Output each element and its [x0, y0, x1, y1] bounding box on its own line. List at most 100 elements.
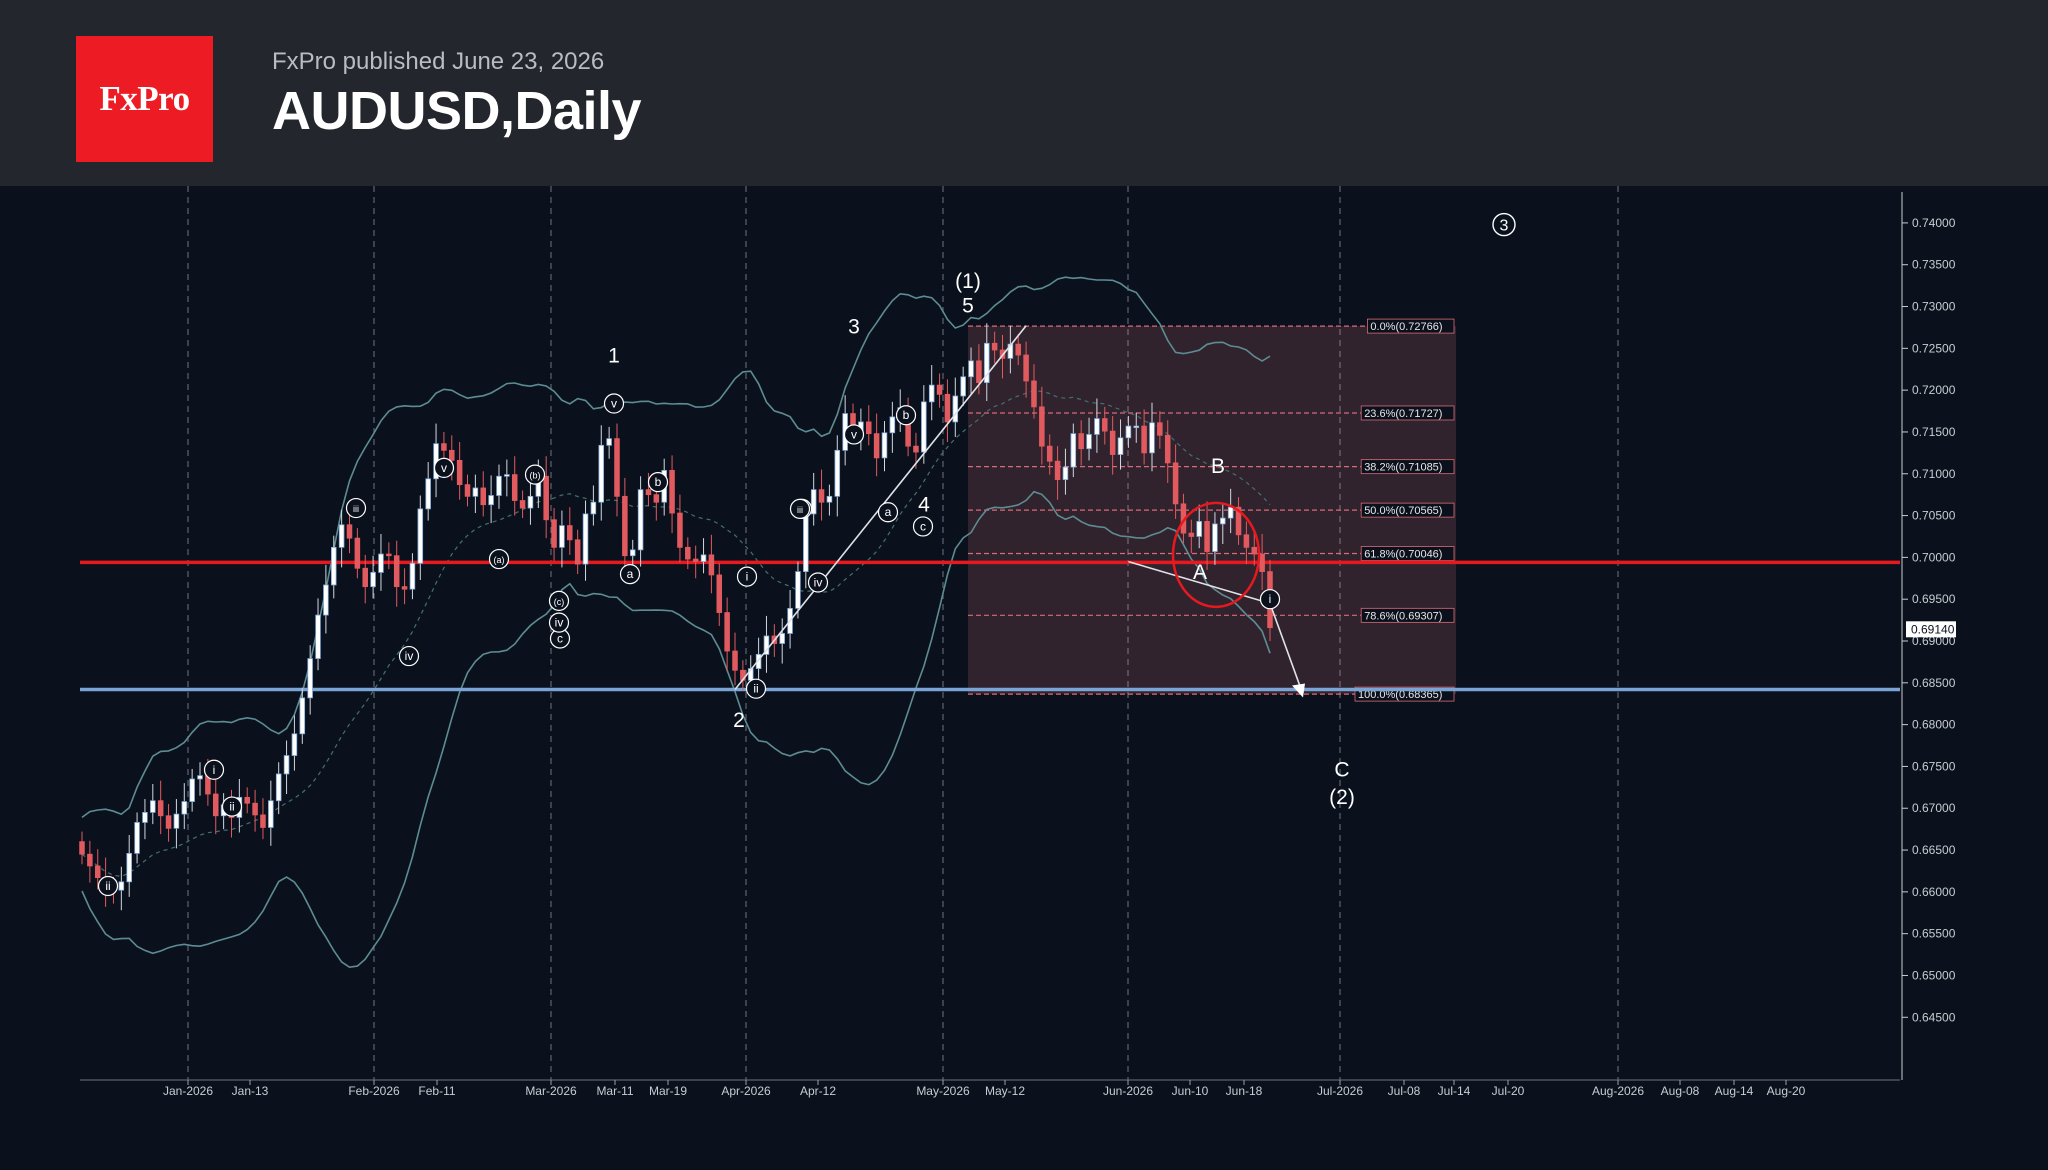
circled-label-ring [789, 498, 811, 519]
price-axis: 0.74000 0.73500 0.73000 0.72500 0.72000 0.715… [1901, 192, 1956, 1080]
candle-body [1204, 521, 1210, 552]
circled-label-text: c [557, 631, 563, 645]
circled-label-ring [398, 645, 420, 667]
candle-body [142, 812, 148, 823]
price-tick-label: 0.67000 [1912, 801, 1956, 815]
price-tick-label: 0.70000 [1912, 550, 1956, 564]
wave-label: (2) [1329, 786, 1355, 809]
wave-label: 1 [608, 345, 620, 368]
candle-body [1188, 532, 1195, 537]
circled-label-text: c [920, 519, 926, 533]
candle-body [157, 800, 164, 817]
candle-body [346, 524, 353, 539]
circled-label-ring [203, 759, 225, 780]
price-tick-label: 0.69000 [1912, 634, 1956, 648]
time-tick-label: Aug-2026 [1592, 1084, 1644, 1098]
wave-label: 4 [918, 493, 930, 516]
price-tick-label: 0.66000 [1912, 885, 1956, 899]
fib-level-label: 100.0%(0.68365) [1358, 689, 1442, 701]
time-tick-label: Jun-10 [1172, 1084, 1209, 1098]
candle-body [669, 470, 675, 514]
candle-body [449, 449, 455, 461]
time-tick-label: Jun-18 [1226, 1084, 1263, 1098]
fib-level-tag [1360, 502, 1455, 518]
candle-body [826, 495, 833, 503]
chart-background [0, 186, 2048, 1170]
candle-body [1078, 433, 1084, 450]
chart-title: AUDUSD,Daily [272, 81, 642, 141]
candle-body [1094, 418, 1100, 435]
candle-body [574, 539, 581, 565]
candle-body [732, 650, 738, 671]
logo-text: FxPro [99, 79, 190, 118]
candle-body [472, 487, 479, 497]
candle-body [960, 376, 966, 397]
circled-label-text: iii [353, 504, 359, 514]
circled-label-text: iv [555, 616, 564, 630]
highlight-circle [1171, 501, 1261, 609]
candle-body [1235, 506, 1242, 536]
candle-body [1157, 422, 1163, 436]
candle-body [543, 475, 549, 521]
current-price-tag: 0.69140 [1906, 621, 1956, 638]
circled-label-ring [221, 796, 243, 817]
price-tick-label: 0.68000 [1912, 718, 1956, 732]
circled-label-ring [895, 405, 917, 426]
candle-body [685, 546, 691, 560]
candle-body [1125, 425, 1132, 439]
fib-level-label: 50.0%(0.70565) [1364, 505, 1442, 517]
candle-body [1164, 434, 1171, 464]
circled-label-text: ii [753, 682, 758, 696]
fib-level-tag [1360, 459, 1455, 475]
projection-arrow-icon [1292, 683, 1305, 698]
candle-body [283, 755, 290, 775]
candle-body [1172, 462, 1179, 505]
time-tick-label: Mar-2026 [525, 1084, 577, 1098]
time-tick-label: Apr-12 [800, 1084, 836, 1098]
candle-body [865, 421, 872, 435]
circled-label-ring [488, 548, 510, 570]
candle-body [708, 554, 715, 576]
candle-body [1133, 425, 1140, 428]
candle-body [1196, 521, 1202, 537]
candle-body [653, 494, 660, 503]
candle-body [834, 449, 841, 497]
time-tick-label: Aug-08 [1661, 1084, 1700, 1098]
candle-body [519, 500, 526, 509]
candle-body [150, 800, 156, 813]
vertical-grid [187, 186, 1619, 1080]
wave-label: B [1211, 455, 1225, 478]
price-tick-label: 0.73500 [1912, 258, 1956, 272]
candle-body [881, 432, 888, 459]
circled-label-text: a [627, 567, 634, 581]
candle-body [87, 853, 93, 867]
candle-body [488, 495, 494, 506]
candle-body [354, 537, 361, 569]
price-tick-label: 0.71500 [1912, 425, 1956, 439]
circled-label-ring [807, 572, 829, 593]
wave-label: (1) [955, 270, 981, 293]
price-tick-label: 0.67500 [1912, 759, 1956, 773]
candle-body [968, 360, 974, 378]
circled-label-text: i [1269, 592, 1272, 606]
candle-body [496, 475, 502, 496]
time-tick-label: Feb-11 [418, 1084, 455, 1098]
circled-label-text: iii [797, 505, 803, 515]
bollinger-basis [81, 390, 1271, 878]
candle-body [629, 549, 636, 557]
circled-label-ring [433, 457, 455, 479]
circled-label-text: ii [105, 879, 110, 893]
circled-label-text: (a) [494, 555, 505, 565]
time-tick-label: Jul-2026 [1317, 1084, 1363, 1098]
price-tick-label: 0.68500 [1912, 676, 1956, 690]
candle-body [1007, 343, 1014, 359]
bollinger-lower-band [81, 490, 1271, 969]
circled-label-ring [548, 612, 570, 633]
candle-body [409, 562, 416, 590]
candle-body [700, 554, 707, 562]
circled-label-ring [603, 393, 625, 414]
circled-label-text: v [611, 397, 617, 411]
fib-level-label: 78.6%(0.69307) [1364, 610, 1442, 622]
candle-body [464, 484, 471, 497]
price-tick-label: 0.72000 [1912, 383, 1956, 397]
